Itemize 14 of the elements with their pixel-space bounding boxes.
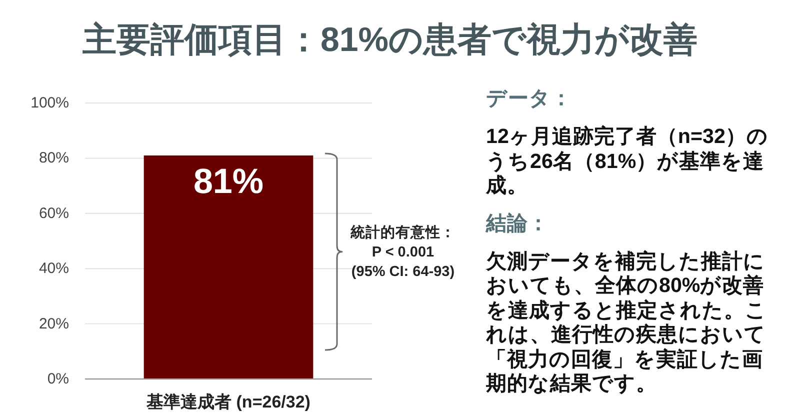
y-tick-label: 0%: [47, 370, 69, 388]
data-label: 81%: [193, 162, 264, 201]
text: 主要評価項目：81%の患者で視力が改善: [81, 21, 698, 59]
y-tick-label: 80%: [38, 150, 69, 167]
text: データ：: [486, 86, 573, 111]
text: 12ヶ月追跡完了者（n=32）のうち26名（81%）が基準を達成。: [486, 125, 770, 198]
x-tick-label: 基準達成者 (n=26/32): [146, 392, 310, 412]
y-tick-label: 40%: [38, 260, 69, 278]
y-tick-label: 20%: [38, 315, 69, 332]
text: 統計的有意性： P < 0.001 (95% CI: 64-93): [350, 224, 456, 280]
y-tick-label: 60%: [38, 204, 69, 222]
text: 欠測データを補完した推計においても、全体の80%が改善を達成すると推定された。これは、進行性の疾患において「視力の回復」を実証した画期的な結果です。: [486, 250, 768, 396]
y-tick-label: 100%: [30, 94, 69, 112]
text: 結論：: [486, 210, 550, 236]
